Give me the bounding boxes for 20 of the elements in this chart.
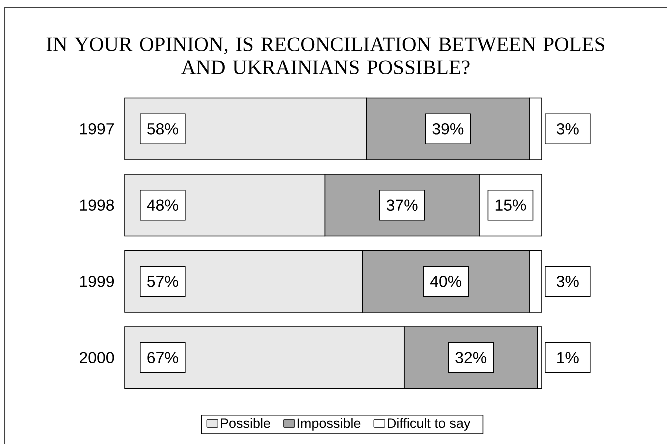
y-tick-label: 2000 [80,352,114,364]
data-label: 15% [496,200,526,211]
data-label: 3% [556,276,579,288]
y-tick-label: 1999 [80,276,114,288]
data-label: 39% [432,123,464,135]
data-label: 58% [148,123,178,135]
legend-label: Impossible [298,418,361,431]
data-label: 57% [148,276,178,288]
legend-label: Difficult to say [388,418,471,431]
y-tick-label: 1997 [80,123,114,135]
chart-title: IN YOUR OPINION, IS RECONCILIATION BETWEEN POLES AND UKRAINIANS POSSIBLE? [46,38,605,75]
data-label: 40% [430,276,462,288]
text: Possible [221,418,270,428]
data-label: 48% [147,200,178,212]
data-label: 67% [148,352,178,364]
data-label: 3% [556,123,579,135]
data-label: 1% [558,352,579,364]
y-tick-label: 1998 [80,200,114,212]
data-label: 32% [456,352,487,364]
data-label: 37% [386,200,418,212]
